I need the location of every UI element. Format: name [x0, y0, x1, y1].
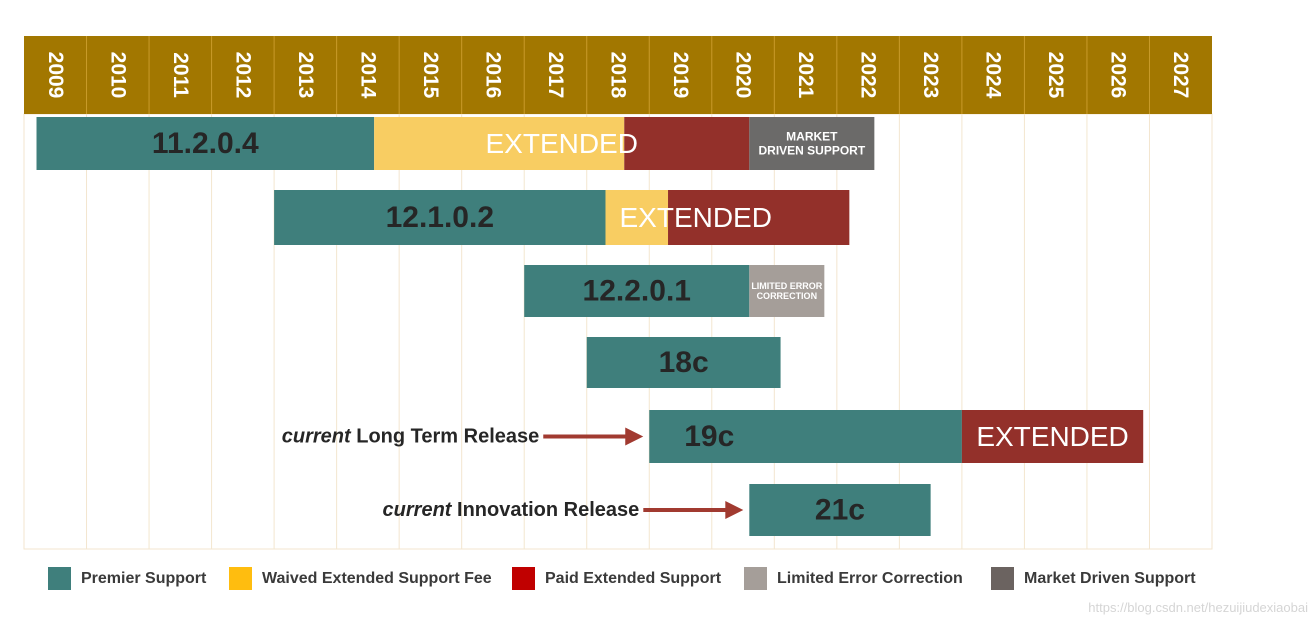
release-row-21c: 21c current Innovation Release — [383, 484, 931, 536]
release-row-19c: 19c EXTENDED current Long Term Release — [282, 410, 1144, 463]
watermark: https://blog.csdn.net/hezuijiudexiaobai — [1088, 600, 1308, 615]
bar-segment-premier — [36, 117, 375, 170]
legend-swatch-waived — [229, 567, 252, 590]
release-annotation: current Long Term Release — [282, 426, 539, 448]
year-label-2015: 2015 — [419, 52, 442, 99]
legend-item-waived: Waived Extended Support Fee — [229, 567, 492, 590]
bar-segment-waived — [374, 117, 625, 170]
legend-label-premier: Premier Support — [81, 569, 207, 587]
bar-segment-premier — [749, 484, 931, 536]
legend-swatch-premier — [48, 567, 71, 590]
year-label-2009: 2009 — [44, 52, 67, 99]
year-label-2013: 2013 — [294, 52, 317, 99]
annotation-arrow-head — [725, 501, 744, 519]
legend-item-market: Market Driven Support — [991, 567, 1196, 590]
bar-label-premier: 11.2.0.4 — [152, 127, 259, 160]
bar-label-premier: 19c — [684, 420, 734, 453]
extended-label: EXTENDED — [485, 128, 637, 159]
legend-label-paid: Paid Extended Support — [545, 569, 722, 587]
bar-segment-premier — [274, 190, 606, 245]
bar-label-market: MARKET — [786, 130, 838, 144]
year-label-2017: 2017 — [544, 52, 567, 99]
legend-swatch-limited — [744, 567, 767, 590]
legend-item-paid: Paid Extended Support — [512, 567, 721, 590]
legend: Premier Support Waived Extended Support … — [0, 563, 1316, 593]
bar-segment-waived — [605, 190, 669, 245]
release-annotation: current Innovation Release — [383, 499, 640, 521]
release-row-18c: 18c — [586, 337, 781, 388]
year-label-2018: 2018 — [607, 52, 630, 99]
annotation-emphasis: current — [282, 426, 352, 448]
year-label-2025: 2025 — [1044, 52, 1067, 99]
extended-label: EXTENDED — [619, 202, 771, 233]
legend-item-limited: Limited Error Correction — [744, 567, 963, 590]
bar-segment-market — [749, 117, 875, 170]
bar-segment-paid — [624, 117, 750, 170]
year-label-2016: 2016 — [481, 52, 504, 99]
annotation-text: Long Term Release — [351, 426, 540, 448]
chart-body — [23, 113, 1213, 550]
annotation-text: Innovation Release — [451, 499, 639, 521]
bar-label-premier: 21c — [815, 494, 865, 527]
bar-segment-premier — [524, 265, 750, 317]
bar-label-premier: 18c — [659, 346, 709, 379]
year-label-2021: 2021 — [794, 52, 817, 99]
annotation-arrow-head — [625, 427, 644, 446]
legend-label-market: Market Driven Support — [1024, 569, 1196, 587]
bar-label-market: DRIVEN SUPPORT — [758, 143, 865, 157]
year-label-2026: 2026 — [1107, 52, 1130, 99]
year-header — [24, 36, 1212, 114]
bar-label-paid: EXTENDED — [976, 421, 1128, 452]
legend-label-limited: Limited Error Correction — [777, 569, 963, 587]
bar-segment-paid — [668, 190, 850, 245]
year-label-2020: 2020 — [732, 52, 755, 99]
bar-segment-limited — [749, 265, 825, 317]
bar-label-premier: 12.1.0.2 — [386, 201, 494, 234]
year-label-2019: 2019 — [669, 52, 692, 99]
year-label-2012: 2012 — [231, 52, 254, 99]
year-label-2011: 2011 — [169, 52, 192, 98]
year-label-2022: 2022 — [857, 52, 880, 99]
roadmap-chart: 2009 2010 2011 2012 2013 2014 2015 2016 2017 2018… — [23, 36, 1213, 550]
annotation-emphasis: current — [383, 499, 453, 521]
legend-label-waived: Waived Extended Support Fee — [262, 569, 492, 587]
bar-label-limited: CORRECTION — [757, 291, 818, 301]
bar-label-limited: LIMITED ERROR — [751, 281, 822, 291]
bar-segment-premier — [586, 337, 781, 388]
year-label-2014: 2014 — [356, 52, 379, 99]
bar-segment-premier — [649, 410, 962, 463]
year-label-2027: 2027 — [1169, 52, 1192, 99]
year-label-2023: 2023 — [919, 52, 942, 99]
legend-swatch-market — [991, 567, 1014, 590]
legend-item-premier: Premier Support — [48, 567, 206, 590]
bar-segment-paid — [961, 410, 1144, 463]
bar-label-premier: 12.2.0.1 — [583, 275, 691, 308]
year-label-2024: 2024 — [982, 52, 1005, 99]
release-row-12.1.0.2: 12.1.0.2 EXTENDED — [274, 190, 850, 245]
year-label-2010: 2010 — [106, 52, 129, 99]
legend-swatch-paid — [512, 567, 535, 590]
